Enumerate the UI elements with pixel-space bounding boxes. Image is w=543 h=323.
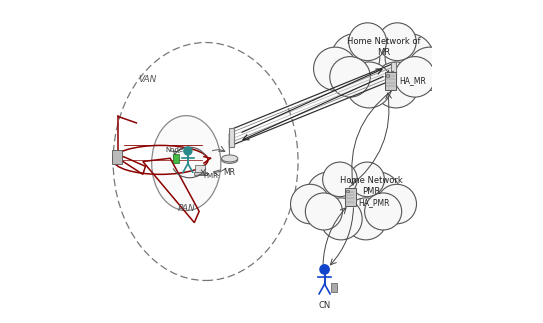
Circle shape bbox=[324, 174, 383, 234]
Ellipse shape bbox=[222, 156, 238, 163]
Circle shape bbox=[330, 57, 370, 97]
Circle shape bbox=[385, 34, 434, 82]
Circle shape bbox=[408, 47, 451, 90]
Circle shape bbox=[305, 193, 343, 230]
Circle shape bbox=[356, 172, 400, 216]
FancyBboxPatch shape bbox=[331, 283, 337, 292]
Circle shape bbox=[320, 198, 362, 240]
Circle shape bbox=[350, 162, 384, 197]
Circle shape bbox=[345, 198, 387, 240]
Text: PMR: PMR bbox=[203, 173, 218, 179]
Text: Home Network
PMR: Home Network PMR bbox=[340, 176, 402, 196]
Text: Node: Node bbox=[165, 147, 183, 153]
Circle shape bbox=[346, 62, 392, 108]
Circle shape bbox=[350, 36, 415, 101]
Circle shape bbox=[331, 34, 380, 82]
Ellipse shape bbox=[151, 116, 221, 211]
Circle shape bbox=[349, 23, 387, 61]
Circle shape bbox=[313, 47, 357, 90]
Circle shape bbox=[378, 23, 416, 61]
Text: CN: CN bbox=[318, 301, 331, 310]
Circle shape bbox=[323, 162, 357, 197]
FancyBboxPatch shape bbox=[391, 62, 396, 81]
Text: HA_MR: HA_MR bbox=[400, 77, 426, 86]
Text: PAN: PAN bbox=[178, 203, 195, 213]
FancyBboxPatch shape bbox=[194, 172, 206, 175]
Circle shape bbox=[365, 193, 402, 230]
FancyBboxPatch shape bbox=[344, 188, 356, 205]
Circle shape bbox=[307, 172, 351, 216]
FancyBboxPatch shape bbox=[195, 165, 205, 173]
FancyBboxPatch shape bbox=[346, 190, 349, 193]
FancyBboxPatch shape bbox=[384, 72, 396, 90]
Ellipse shape bbox=[222, 155, 238, 162]
Text: Home Network of
MR: Home Network of MR bbox=[348, 37, 421, 57]
Circle shape bbox=[395, 57, 435, 97]
FancyBboxPatch shape bbox=[173, 154, 179, 163]
Text: VAN: VAN bbox=[138, 75, 157, 84]
FancyBboxPatch shape bbox=[229, 128, 234, 147]
Circle shape bbox=[373, 62, 419, 108]
Circle shape bbox=[184, 147, 192, 155]
FancyBboxPatch shape bbox=[112, 150, 122, 164]
Circle shape bbox=[320, 265, 329, 274]
FancyBboxPatch shape bbox=[386, 74, 389, 77]
Text: MR: MR bbox=[224, 168, 236, 177]
Text: HA_PMR: HA_PMR bbox=[358, 198, 390, 207]
Circle shape bbox=[377, 184, 416, 224]
Circle shape bbox=[291, 184, 330, 224]
